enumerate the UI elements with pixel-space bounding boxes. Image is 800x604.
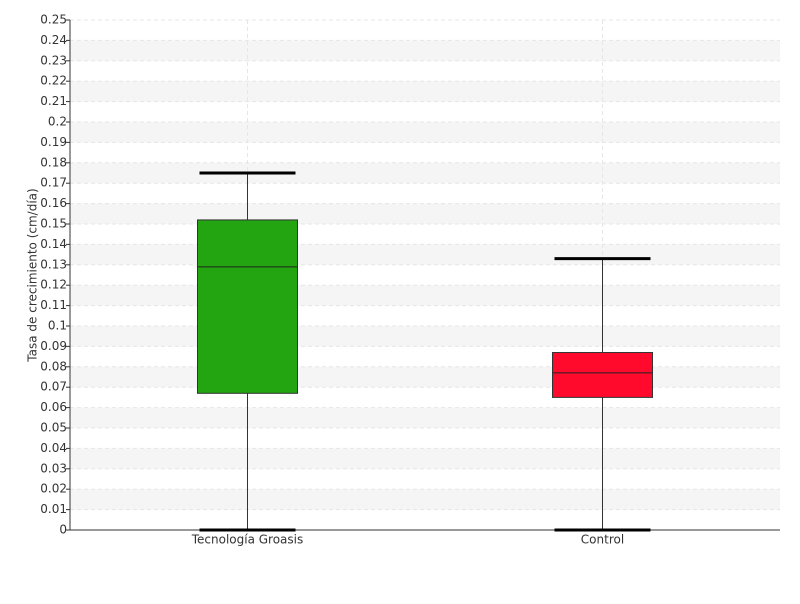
- grid-band: [70, 326, 780, 347]
- y-tick-label: 0.23: [40, 53, 67, 67]
- y-tick-label: 0.15: [40, 217, 67, 231]
- y-tick-label: 0.2: [48, 115, 67, 129]
- grid-band: [70, 203, 780, 224]
- y-tick-label: 0.1: [48, 319, 67, 333]
- y-tick-label: 0.24: [40, 33, 67, 47]
- y-tick-label: 0.12: [40, 278, 67, 292]
- y-tick-label: 0.11: [40, 298, 67, 312]
- grid-band: [70, 40, 780, 61]
- y-tick-label: 0.02: [40, 482, 67, 496]
- y-tick-label: 0.16: [40, 196, 67, 210]
- grid-band: [70, 366, 780, 388]
- y-tick-label: 0.05: [40, 421, 67, 435]
- y-tick-label: 0.22: [40, 74, 67, 88]
- y-tick-label: 0.09: [40, 339, 67, 353]
- y-tick-label: 0.03: [40, 461, 67, 475]
- grid-band: [70, 448, 780, 469]
- x-tick-label: Tecnología Groasis: [191, 533, 304, 547]
- y-tick-label: 0.08: [40, 359, 67, 373]
- grid-band: [70, 81, 780, 102]
- grid-band: [70, 244, 780, 265]
- box: [197, 219, 298, 394]
- y-tick-label: 0.04: [40, 441, 67, 455]
- y-tick-label: 0.17: [40, 176, 67, 190]
- y-tick-label: 0.07: [40, 380, 67, 394]
- grid-band: [70, 489, 780, 510]
- y-axis-label: Tasa de crecimiento (cm/día): [26, 188, 40, 362]
- y-tick-label: 0.13: [40, 257, 67, 271]
- box: [552, 352, 653, 398]
- grid-band: [70, 162, 780, 184]
- y-tick-label: 0.21: [40, 94, 67, 108]
- y-tick-label: 0: [59, 523, 67, 537]
- y-tick-label: 0.06: [40, 400, 67, 414]
- y-tick-label: 0.01: [40, 502, 67, 516]
- y-tick-label: 0.19: [40, 135, 67, 149]
- grid-band: [70, 122, 780, 143]
- y-tick-label: 0.18: [40, 155, 67, 169]
- grid-band: [70, 407, 780, 428]
- plot-background: [70, 19, 780, 531]
- x-tick-label: Control: [581, 533, 624, 547]
- y-tick-label: 0.25: [40, 13, 67, 27]
- y-tick-label: 0.14: [40, 237, 67, 251]
- grid-band: [70, 285, 780, 306]
